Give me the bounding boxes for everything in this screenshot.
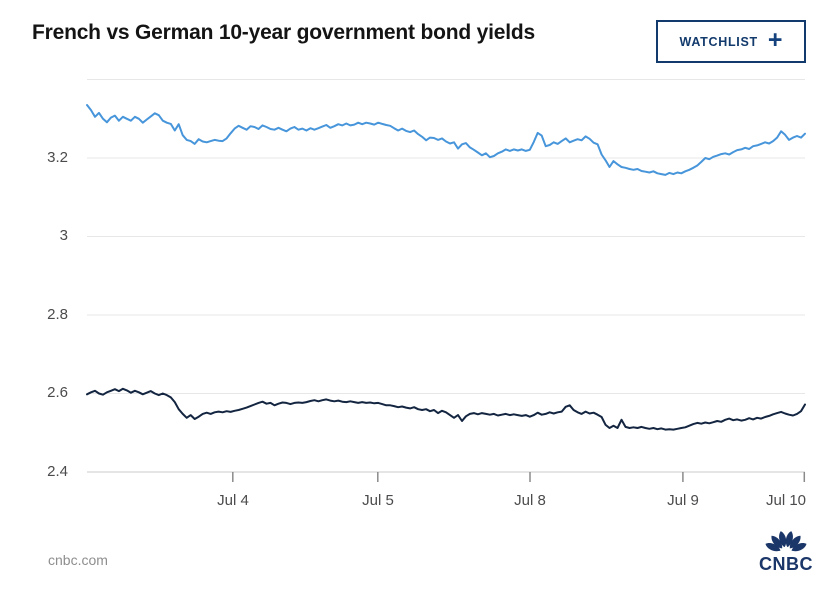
y-axis-tick-label: 2.6 bbox=[47, 384, 68, 401]
x-axis-tick-label: Jul 9 bbox=[667, 492, 699, 509]
plus-icon: + bbox=[767, 25, 783, 54]
page-title: French vs German 10-year government bond… bbox=[32, 21, 535, 44]
source-attribution: cnbc.com bbox=[48, 552, 108, 568]
cnbc-peacock-icon bbox=[765, 531, 807, 552]
cnbc-logo: CNBC bbox=[752, 520, 820, 575]
y-axis-tick-label: 2.4 bbox=[47, 463, 68, 480]
german-yield-line bbox=[86, 387, 806, 431]
x-axis-tick-label: Jul 5 bbox=[362, 492, 394, 509]
x-axis-tick-label: Jul 8 bbox=[514, 492, 546, 509]
y-axis-tick-label: 3 bbox=[59, 227, 68, 244]
y-axis-tick-label: 3.2 bbox=[47, 149, 68, 166]
watchlist-button[interactable]: WATCHLIST + bbox=[656, 20, 806, 63]
x-axis-tick-label: Jul 10 bbox=[765, 492, 807, 509]
french-yield-line bbox=[86, 104, 806, 176]
cnbc-logo-text: CNBC bbox=[759, 554, 813, 574]
y-axis-tick-label: 2.8 bbox=[47, 306, 68, 323]
watchlist-button-label: WATCHLIST bbox=[679, 34, 758, 49]
x-axis-tick-label: Jul 4 bbox=[217, 492, 249, 509]
